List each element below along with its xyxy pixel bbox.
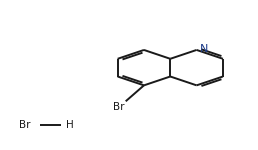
Text: H: H [66, 120, 74, 130]
Text: Br: Br [113, 102, 124, 112]
Text: N: N [200, 44, 208, 54]
Text: Br: Br [19, 120, 31, 130]
